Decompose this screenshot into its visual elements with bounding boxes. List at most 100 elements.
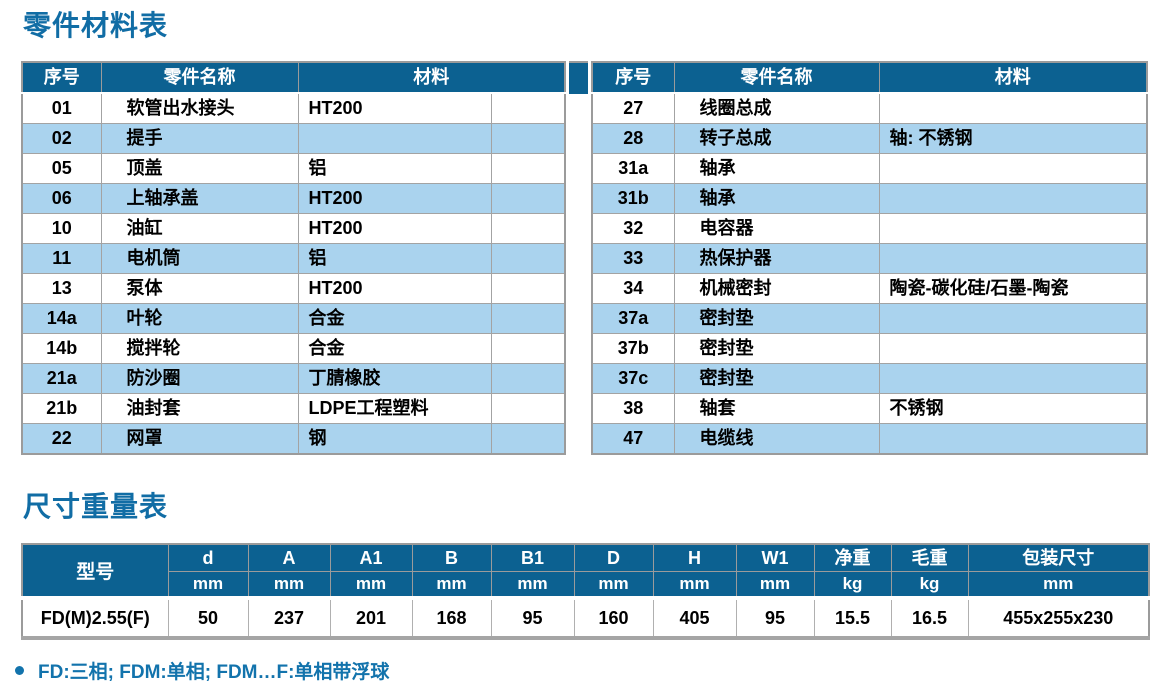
part-material-cell xyxy=(878,363,1148,394)
size-value-cell: 405 xyxy=(652,597,737,639)
parts-row: 11 电机筒铝 xyxy=(21,243,566,274)
parts-row: 22 网罩钢 xyxy=(21,423,566,455)
part-name-cell: 电缆线 xyxy=(673,423,880,455)
part-name-cell: 电容器 xyxy=(673,213,880,244)
part-name-cell: 轴承 xyxy=(673,183,880,214)
size-value-cell: 95 xyxy=(490,597,575,639)
empty-cell xyxy=(490,153,566,184)
col-header-material: 材料 xyxy=(878,61,1148,94)
parts-row: 21a 防沙圈 丁腈橡胶 xyxy=(21,363,566,394)
bullet-icon xyxy=(15,666,24,675)
parts-row: 06 上轴承盖 HT200 xyxy=(21,183,566,214)
part-name-cell: 顶盖 xyxy=(100,153,299,184)
size-value-cell: 15.5 xyxy=(813,597,892,639)
size-col-label: 毛重 xyxy=(890,543,969,572)
size-col-unit: kg xyxy=(890,571,969,600)
size-units-row: mm mm mm mm mm mm mm mm kg kg mm xyxy=(22,571,1150,600)
part-name-cell: 提手 xyxy=(100,123,299,154)
col-header-part-name: 零件名称 xyxy=(673,61,880,94)
part-material-cell xyxy=(878,183,1148,214)
parts-row: 05 顶盖铝 xyxy=(21,153,566,184)
table-gap-header xyxy=(569,61,588,94)
part-material-cell xyxy=(878,243,1148,274)
part-material-cell: 铝 xyxy=(297,243,492,274)
parts-row: 47 电缆线 xyxy=(591,423,1148,455)
empty-cell xyxy=(490,303,566,334)
parts-row: 14b 搅拌轮 合金 xyxy=(21,333,566,364)
size-col-label: B xyxy=(411,543,492,572)
col-header-no: 序号 xyxy=(21,61,102,94)
part-no-cell: 37b xyxy=(591,333,675,364)
parts-row: 31a 轴承 xyxy=(591,153,1148,184)
size-col-unit: mm xyxy=(967,571,1150,600)
parts-row: 01 软管出水接头 HT200 xyxy=(21,92,566,124)
parts-row: 27 线圈总成 xyxy=(591,92,1148,124)
part-no-cell: 32 xyxy=(591,213,675,244)
part-no-cell: 05 xyxy=(21,153,102,184)
part-no-cell: 13 xyxy=(21,273,102,304)
parts-material-section: 序号 零件名称 材料 01 软管出水接头 HT200 02 提手 05 顶盖铝 06 上轴承盖 H… xyxy=(21,61,1148,455)
part-name-cell: 转子总成 xyxy=(673,123,880,154)
part-no-cell: 47 xyxy=(591,423,675,455)
part-material-cell: HT200 xyxy=(297,183,492,214)
part-material-cell xyxy=(878,213,1148,244)
part-no-cell: 34 xyxy=(591,273,675,304)
part-name-cell: 密封垫 xyxy=(673,363,880,394)
part-name-cell: 软管出水接头 xyxy=(100,92,299,124)
size-col-unit: mm xyxy=(329,571,413,600)
part-no-cell: 38 xyxy=(591,393,675,424)
size-value-cell: 95 xyxy=(735,597,815,639)
parts-row: 37a 密封垫 xyxy=(591,303,1148,334)
size-col-label: W1 xyxy=(735,543,815,572)
size-col-unit: mm xyxy=(247,571,331,600)
parts-row: 14a 叶轮 合金 xyxy=(21,303,566,334)
table-gap-column xyxy=(566,61,591,455)
part-material-cell xyxy=(297,123,492,154)
part-name-cell: 叶轮 xyxy=(100,303,299,334)
empty-cell xyxy=(490,123,566,154)
part-name-cell: 热保护器 xyxy=(673,243,880,274)
empty-cell xyxy=(490,393,566,424)
size-col-label: B1 xyxy=(490,543,575,572)
part-no-cell: 11 xyxy=(21,243,102,274)
part-material-cell: HT200 xyxy=(297,273,492,304)
parts-left-header-row: 序号 零件名称 材料 xyxy=(21,61,566,94)
parts-table-title: 零件材料表 xyxy=(23,10,169,41)
part-no-cell: 27 xyxy=(591,92,675,124)
part-no-cell: 14a xyxy=(21,303,102,334)
size-col-label: A xyxy=(247,543,331,572)
parts-row: 34 机械密封 陶瓷-碳化硅/石墨-陶瓷 xyxy=(591,273,1148,304)
part-no-cell: 01 xyxy=(21,92,102,124)
part-material-cell xyxy=(878,333,1148,364)
size-col-label: d xyxy=(167,543,249,572)
part-material-cell xyxy=(878,153,1148,184)
size-data-row: FD(M)2.55(F) 50 237 201 168 95 160 405 95 15.5 16… xyxy=(21,597,1150,639)
part-name-cell: 网罩 xyxy=(100,423,299,455)
empty-cell xyxy=(490,213,566,244)
size-value-cell: 455x255x230 xyxy=(967,597,1150,639)
parts-row: 10 油缸 HT200 xyxy=(21,213,566,244)
parts-row: 37c 密封垫 xyxy=(591,363,1148,394)
part-name-cell: 上轴承盖 xyxy=(100,183,299,214)
size-value-cell: 50 xyxy=(167,597,249,639)
size-value-cell: 16.5 xyxy=(890,597,969,639)
parts-table-left: 序号 零件名称 材料 01 软管出水接头 HT200 02 提手 05 顶盖铝 06 上轴承盖 H… xyxy=(21,61,566,455)
part-name-cell: 轴套 xyxy=(673,393,880,424)
size-table-title: 尺寸重量表 xyxy=(23,491,169,522)
size-value-cell: 160 xyxy=(573,597,654,639)
part-material-cell: 铝 xyxy=(297,153,492,184)
part-no-cell: 31b xyxy=(591,183,675,214)
part-material-cell: 轴: 不锈钢 xyxy=(878,123,1148,154)
empty-cell xyxy=(490,423,566,455)
size-col-unit: mm xyxy=(573,571,654,600)
part-no-cell: 02 xyxy=(21,123,102,154)
parts-row: 32 电容器 xyxy=(591,213,1148,244)
part-material-cell: HT200 xyxy=(297,92,492,124)
parts-row: 13 泵体 HT200 xyxy=(21,273,566,304)
part-material-cell: HT200 xyxy=(297,213,492,244)
part-no-cell: 21a xyxy=(21,363,102,394)
part-no-cell: 37c xyxy=(591,363,675,394)
parts-row: 33 热保护器 xyxy=(591,243,1148,274)
parts-row: 31b 轴承 xyxy=(591,183,1148,214)
